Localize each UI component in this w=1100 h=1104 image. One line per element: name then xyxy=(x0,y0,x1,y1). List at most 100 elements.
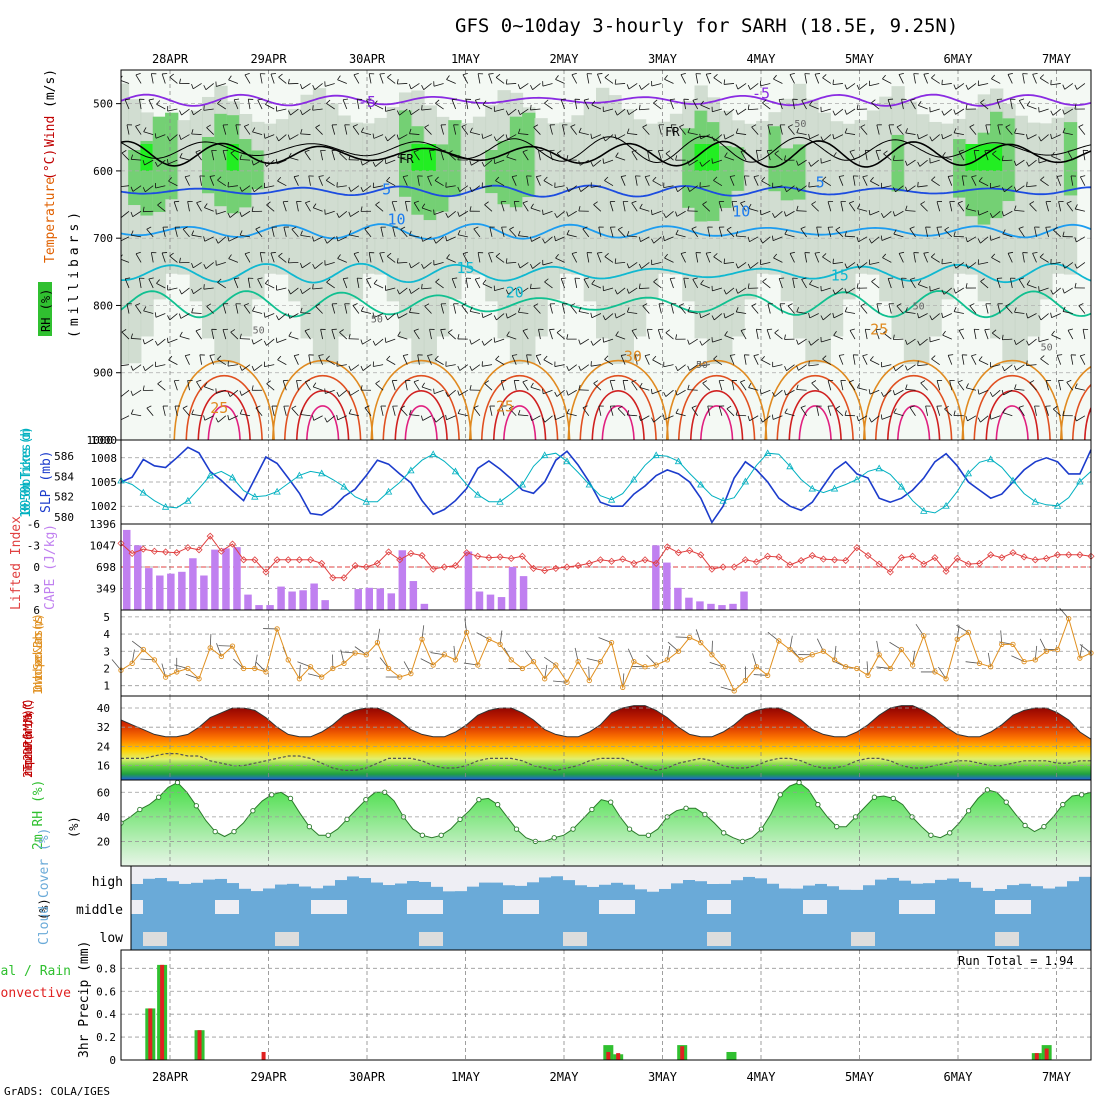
rh-cell xyxy=(461,123,474,274)
rh2m-point xyxy=(175,780,179,784)
rh2m-point xyxy=(797,780,801,784)
slp-top-label: 1000 xyxy=(91,434,118,447)
isotherm-label: -5 xyxy=(358,93,376,111)
cloud-mid-clear xyxy=(215,900,227,914)
cloud-mid-clear xyxy=(923,900,935,914)
rh-cell xyxy=(559,122,572,273)
cape-bar xyxy=(354,589,361,610)
isotherm-label: 25 xyxy=(870,320,888,338)
precip-run-total: Run Total = 1.94 xyxy=(958,954,1074,968)
isotherm-label: 25 xyxy=(496,398,514,416)
cape-bar xyxy=(509,567,516,610)
rh2m-point xyxy=(835,824,839,828)
rh2m-point xyxy=(891,796,895,800)
cape-bar xyxy=(189,558,196,610)
bottom-date-8: 6MAY xyxy=(944,1070,974,1084)
cloud-high-clear xyxy=(515,866,527,886)
cloud-high-clear xyxy=(215,866,227,879)
rh2m-point xyxy=(251,809,255,813)
cloud-high-clear xyxy=(803,866,815,886)
wind-barb-flag xyxy=(494,337,495,342)
cloud-mid-clear xyxy=(527,900,539,914)
cloud-low-clear xyxy=(575,932,587,946)
cloud-low-clear xyxy=(155,932,167,946)
rh-cell xyxy=(473,117,486,275)
precip-convective-bar xyxy=(680,1046,684,1060)
rh2m-point xyxy=(269,793,273,797)
cloud-high-clear xyxy=(683,866,695,880)
cape-bar xyxy=(321,600,328,610)
cloud-low-clear xyxy=(1007,932,1019,946)
rh-cell xyxy=(916,114,929,363)
cloud-high-clear xyxy=(851,866,863,890)
rh2m-point xyxy=(627,827,631,831)
li-tick-label: 3 xyxy=(33,583,40,596)
cape-bar xyxy=(410,581,417,610)
precip-convective-bar xyxy=(1045,1049,1049,1060)
cloud-high-clear xyxy=(875,866,887,880)
cloud-high-clear xyxy=(575,866,587,885)
rh2m-point xyxy=(722,831,726,835)
rh2m-point xyxy=(1079,793,1083,797)
rh2m-point xyxy=(816,802,820,806)
rh-cell xyxy=(264,124,277,274)
rh2m-point xyxy=(307,824,311,828)
wind-barb xyxy=(397,83,407,84)
cloud-high-clear xyxy=(647,866,659,892)
cape-tick-label: 1047 xyxy=(90,540,117,553)
precip-background xyxy=(121,950,1091,1060)
cape-bar xyxy=(255,605,262,610)
cloud-high-clear xyxy=(455,866,467,891)
cape-bar xyxy=(200,576,207,610)
wind10-tick-label: 1 xyxy=(103,680,110,693)
isotherm-label: 30 xyxy=(624,347,642,365)
cloud-high-clear xyxy=(923,866,935,883)
cloud-high-clear xyxy=(1067,866,1079,881)
top-date-9: 7MAY xyxy=(1042,52,1072,66)
wind-barb-flag xyxy=(271,252,276,253)
footer-credit: GrADS: COLA/IGES xyxy=(4,1085,110,1098)
isotherm-label: 50 xyxy=(696,360,708,371)
cloud-low-clear xyxy=(419,932,431,946)
cloud-high-clear xyxy=(863,866,875,885)
rh-cell-wet xyxy=(239,139,252,207)
rh-cell xyxy=(855,120,868,274)
cape-bar xyxy=(178,572,185,610)
rh-cell-wet xyxy=(128,150,141,205)
cape-bar xyxy=(663,563,670,610)
ylabel-thickness: 1000-500mb Thickness (dm) xyxy=(19,426,34,518)
cloud-mid-clear xyxy=(323,900,335,914)
t2m-tick-label: 24 xyxy=(97,740,111,753)
rh-cell xyxy=(1052,118,1065,274)
wind-barb-flag xyxy=(888,99,893,100)
rh-cell xyxy=(633,119,646,336)
cape-bar xyxy=(498,597,505,610)
cloud-low-clear xyxy=(287,932,299,946)
cloud-low-clear xyxy=(563,932,575,946)
cloud-mid-clear xyxy=(131,900,143,914)
cloud-high-clear xyxy=(719,866,731,884)
wind-barb-flag xyxy=(119,182,120,187)
cape-bar xyxy=(674,588,681,610)
cloud-high-clear xyxy=(839,866,851,890)
cloud-mid-clear xyxy=(599,900,611,914)
cape-bar xyxy=(266,605,273,610)
ylabel-millibars: (millibars) xyxy=(67,208,82,338)
cloud-high-clear xyxy=(443,866,455,891)
pressure-tick-label: 600 xyxy=(93,165,113,178)
precip-ticks: 00.20.40.60.8 xyxy=(96,962,116,1067)
cape-bar xyxy=(222,548,229,610)
rh-cell-wet xyxy=(892,135,905,192)
cloud-mid-clear xyxy=(995,900,1007,914)
t2m-tick-label: 40 xyxy=(97,702,110,715)
warm-lobe-contour xyxy=(1095,406,1100,445)
rh-cell xyxy=(128,99,141,363)
cloud-high-clear xyxy=(167,866,179,881)
top-date-1: 29APR xyxy=(250,52,287,66)
rh-cell-wet xyxy=(153,117,166,212)
cape-bar xyxy=(288,592,295,610)
cloud-high-clear xyxy=(779,866,791,888)
